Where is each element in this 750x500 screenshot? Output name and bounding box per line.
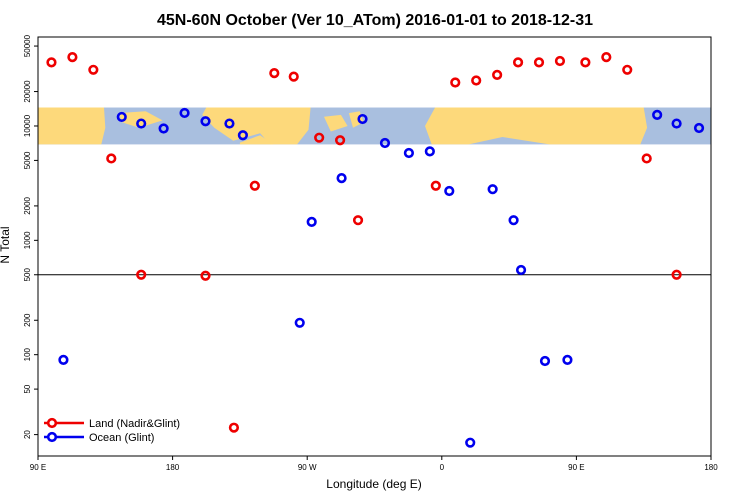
legend-ocean-marker [46,431,58,443]
y-tick-label: 100 [23,347,32,361]
legend-land-marker [46,417,58,429]
y-tick-label: 10000 [23,114,32,137]
ocean-point [652,109,663,120]
y-tick-label: 2000 [23,196,32,214]
y-axis-label: N Total [0,226,12,263]
map-land [38,107,648,145]
land-point [228,422,240,433]
ocean-point [224,118,235,129]
land-point [580,57,591,68]
x-tick-label: 90 E [30,463,46,472]
ocean-point [294,317,305,328]
ocean-point [444,185,455,197]
land-point [512,57,524,68]
x-tick-label: 90 W [298,463,317,472]
x-axis-label: Longitude (deg E) [326,477,421,491]
y-tick-label: 20000 [23,80,32,103]
ocean-point [336,173,347,184]
land-point [622,64,633,75]
ocean-point [158,123,169,134]
ocean-point [424,146,435,157]
chart-title: 45N-60N October (Ver 10_ATom) 2016-01-01… [157,12,593,29]
ocean-point [465,437,476,448]
ocean-point [357,113,368,125]
y-tick-label: 1000 [23,231,32,249]
land-point [554,55,566,67]
ocean-point [487,184,498,195]
land-point [601,52,612,63]
land-point [269,68,280,79]
ocean-point [539,355,551,367]
land-point [88,64,99,75]
legend: Land (Nadir&Glint) Ocean (Glint) [44,417,180,444]
land-point [430,180,441,191]
land-point [335,135,346,146]
y-tick-label: 5000 [23,151,32,169]
ocean-point [136,118,147,129]
ocean-point [58,354,69,366]
ocean-point [200,116,211,127]
ocean-point [515,264,527,276]
land-shape [425,107,648,145]
land-point [314,132,325,143]
land-point [106,153,117,164]
y-tick-label: 50 [23,384,32,393]
land-point [352,215,364,226]
x-axis: 90 E 180 90 W 0 90 E 180 [30,456,718,472]
ocean-point [179,107,190,119]
land-point [471,75,482,86]
plot-frame [37,36,712,457]
ocean-point [508,215,519,226]
ocean-point [562,354,573,366]
land-point [46,57,57,68]
land-point [136,269,147,280]
ocean-point [693,122,705,134]
ocean-point [116,111,127,123]
land-point [492,69,503,80]
ocean-point [403,147,414,159]
y-tick-label: 50000 [23,34,32,57]
x-tick-label: 90 E [568,463,584,472]
ocean-point [379,137,391,149]
land-shape [324,114,348,132]
ocean-point [671,118,682,129]
y-tick-label: 200 [23,313,32,327]
land-point [200,270,211,281]
ocean-point [237,130,248,141]
land-shape [239,135,274,145]
land-point [450,77,461,88]
land-shape [38,107,106,145]
land-shape [202,107,311,145]
data-points [46,52,705,448]
y-axis: 20 50 100 200 500 1000 2000 5000 10000 20000 50000 [23,34,38,439]
legend-land-label: Land (Nadir&Glint) [89,418,180,430]
x-tick-label: 180 [704,463,718,472]
x-tick-label: 0 [440,463,445,472]
land-point [67,52,78,63]
ocean-point [306,216,317,227]
y-tick-label: 500 [23,268,32,282]
legend-ocean-label: Ocean (Glint) [89,432,154,444]
x-tick-label: 180 [166,463,180,472]
land-point [671,269,682,280]
land-point [641,153,652,164]
land-point [249,180,260,191]
map-strip [38,107,711,145]
land-point [288,71,299,82]
land-point [533,57,545,68]
y-tick-label: 20 [23,430,32,439]
